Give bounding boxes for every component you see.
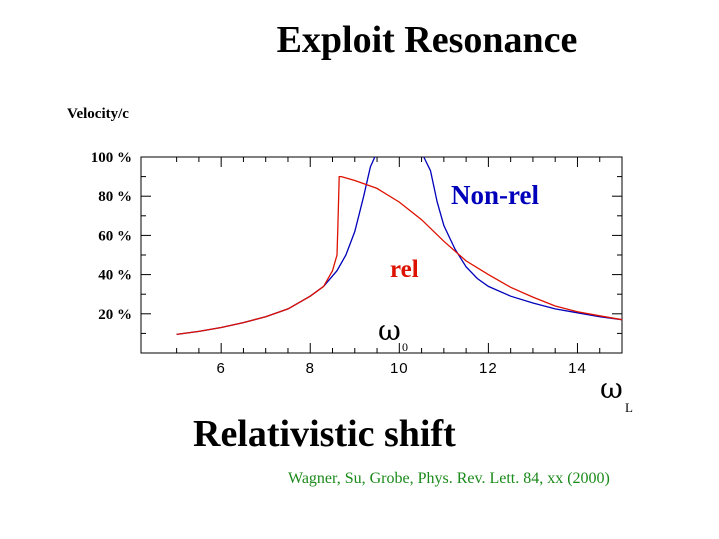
citation: Wagner, Su, Grobe, Phys. Rev. Lett. 84, …: [288, 470, 610, 487]
annotations: ω 0ωL: [378, 314, 633, 415]
y-tick-label: 60 %: [98, 228, 132, 244]
y-tick-label: 40 %: [98, 268, 132, 284]
series-label-rel: rel: [390, 256, 419, 283]
series-lines: [176, 156, 623, 336]
x-tick-label: 14: [568, 360, 587, 377]
y-tick-labels: 20 % 40 % 60 % 80 % 100 %: [91, 150, 132, 323]
page-title: Exploit Resonance: [276, 19, 578, 61]
series-label-non-rel: Non-rel: [451, 180, 539, 210]
omega-zero-subscript: 0: [402, 340, 408, 354]
x-axis-label-omega: ω: [600, 372, 623, 405]
omega-zero-symbol: ω: [378, 314, 401, 347]
x-tick-label: 6: [216, 360, 225, 377]
x-axis-label-subscript: L: [625, 400, 633, 415]
x-tick-labels: 6 8 10 12 14: [216, 360, 587, 377]
tick-marks: [141, 156, 623, 353]
series-line-non-rel-left: [176, 156, 376, 336]
x-tick-label: 8: [306, 360, 315, 377]
series-line-rel: [176, 175, 623, 336]
series-line-non-rel-right: [423, 156, 623, 321]
x-tick-label: 12: [479, 360, 498, 377]
series-labels: Non-rel rel: [390, 180, 539, 283]
x-tick-label: 10: [390, 360, 409, 377]
y-tick-label: 20 %: [98, 307, 132, 323]
subtitle: Relativistic shift: [193, 413, 456, 455]
y-tick-label: 100 %: [91, 150, 132, 166]
y-axis-label: Velocity/c: [67, 106, 129, 122]
y-tick-label: 80 %: [98, 189, 132, 205]
